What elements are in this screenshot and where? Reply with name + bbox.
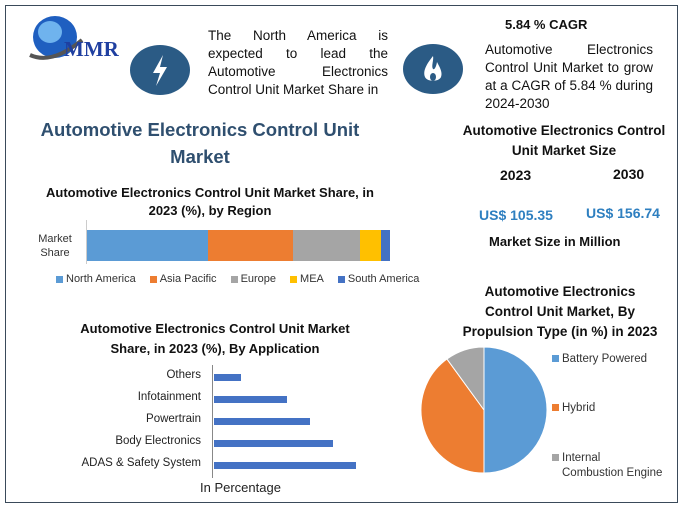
bar-segment-south-america [380,230,390,261]
legend-label: Internal [562,452,601,464]
legend-label: Combustion Engine [562,467,663,479]
propulsion-chart-title-1: Automotive Electronics [484,284,636,299]
application-bar-adas-safety-system [214,462,356,469]
market-size-title-1: Automotive Electronics Control [462,123,666,138]
category-label-1: Market [38,233,72,245]
mmr-logo: MMR [29,16,120,61]
lead-text-2: expected to lead the [208,46,388,61]
application-chart-title: Automotive Electronics Control Unit Mark… [40,319,390,359]
application-xlabel: In Percentage [200,480,281,495]
application-label-body-electronics: Body Electronics [115,435,201,447]
lightning-icon [130,45,190,95]
legend-label: Asia Pacific [159,273,217,285]
cagr-text-3: at a CAGR of 5.84 % during [485,78,653,93]
flame-icon [403,44,463,94]
cagr-text-4: 2024-2030 [485,96,550,111]
application-bar-infotainment [214,396,288,403]
application-chart-title-2: Share, in 2023 (%), By Application [110,341,320,356]
legend-label: Hybrid [562,402,596,414]
pie-slice-internal-combustion-engine [446,346,485,412]
value-2023: US$ 105.35 [479,207,553,223]
cagr-text-2: Control Unit Market to grow [485,60,653,75]
propulsion-chart-title: Automotive Electronics Control Unit Mark… [440,282,680,342]
pie-legend-internal-combustion-engine: Internal Combustion Engine [552,451,662,481]
legend-label: MEA [300,273,324,285]
application-bar-body-electronics [214,440,333,447]
market-size-unit: Market Size in Million [489,234,621,249]
main-title-line-2: Market [170,146,230,167]
legend-swatch [337,275,345,283]
region-chart-title-1: Automotive Electronics Control Unit Mark… [46,185,374,200]
pie-legend-battery-powered: Battery Powered [552,352,647,367]
region-category-label: Market Share [30,232,80,260]
pie-slice-battery-powered [483,346,548,474]
legend-item-asia-pacific: Asia Pacific [149,273,217,285]
lead-text-3: Automotive Electronics [208,64,388,79]
logo-text: MMR [64,37,120,61]
application-bar-others [214,374,242,381]
lead-text-1: The North America is [208,28,388,43]
pie-legend-hybrid: Hybrid [552,401,595,416]
legend-item-north-america: North America [56,273,136,285]
frame-border [5,5,678,503]
year-2030: 2030 [613,166,645,182]
bar-segment-europe [293,230,360,261]
application-label-others: Others [166,369,201,381]
legend-item-europe: Europe [230,273,277,285]
cagr-text-1: Automotive Electronics [485,42,653,57]
legend-label: Europe [240,273,277,285]
propulsion-chart-title-2: Control Unit Market, By [484,304,635,319]
region-axis [86,220,87,264]
value-2030: US$ 156.74 [586,205,660,221]
legend-label: Battery Powered [562,353,648,365]
bar-segment-mea [359,230,381,261]
legend-swatch [56,275,63,283]
market-size-title: Automotive Electronics Control Unit Mark… [450,121,678,161]
application-axis [212,365,213,478]
legend-swatch [552,404,559,411]
legend-item-south-america: South America [337,273,420,285]
legend-swatch [290,275,298,283]
main-title-line-1: Automotive Electronics Control Unit [40,119,360,140]
lead-text-4: Control Unit Market Share in [208,82,379,97]
application-chart-title-1: Automotive Electronics Control Unit Mark… [80,321,350,336]
pie-slice-hybrid [420,358,485,474]
legend-swatch [552,355,559,362]
legend-label: South America [347,273,420,285]
legend-item-mea: MEA [290,273,324,285]
legend-swatch [149,275,157,283]
legend-swatch [230,275,238,283]
propulsion-pie [420,346,548,474]
year-2023: 2023 [500,167,532,183]
region-chart-title: Automotive Electronics Control Unit Mark… [40,184,380,220]
region-stacked-bar [87,230,390,261]
application-label-adas-safety-system: ADAS & Safety System [81,457,201,469]
application-bar-powertrain [214,418,310,425]
bar-segment-asia-pacific [208,230,294,261]
application-label-infotainment: Infotainment [137,391,201,403]
bar-segment-north-america [87,230,209,261]
legend-swatch [552,454,559,461]
category-label-2: Share [40,247,70,259]
cagr-title: 5.84 % CAGR [505,17,588,32]
propulsion-chart-title-3: Propulsion Type (in %) in 2023 [462,324,658,339]
region-chart-title-2: 2023 (%), by Region [148,203,272,218]
region-legend: North America Asia Pacific Europe MEA South … [56,273,419,285]
legend-label: North America [66,273,136,285]
market-size-title-2: Unit Market Size [511,143,617,158]
main-title: Automotive Electronics Control Unit Mark… [20,116,380,170]
application-label-powertrain: Powertrain [146,413,201,425]
